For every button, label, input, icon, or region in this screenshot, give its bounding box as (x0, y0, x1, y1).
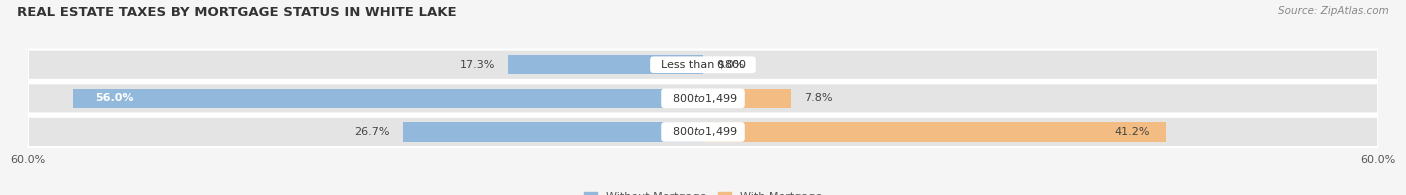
Bar (703, 122, 1167, 142)
Legend: Without Mortgage, With Mortgage: Without Mortgage, With Mortgage (579, 187, 827, 195)
Text: 41.2%: 41.2% (1114, 127, 1150, 137)
Bar (73, 89, 703, 108)
Text: 26.7%: 26.7% (354, 127, 389, 137)
Text: 56.0%: 56.0% (96, 93, 134, 103)
Text: 17.3%: 17.3% (460, 60, 495, 70)
Text: 0.0%: 0.0% (717, 60, 745, 70)
Bar (402, 122, 703, 142)
Text: $800 to $1,499: $800 to $1,499 (665, 92, 741, 105)
Text: REAL ESTATE TAXES BY MORTGAGE STATUS IN WHITE LAKE: REAL ESTATE TAXES BY MORTGAGE STATUS IN … (17, 6, 457, 19)
Text: Less than $800: Less than $800 (654, 60, 752, 70)
Bar (703, 89, 790, 108)
Text: $800 to $1,499: $800 to $1,499 (665, 125, 741, 138)
FancyBboxPatch shape (28, 50, 1378, 80)
Text: Source: ZipAtlas.com: Source: ZipAtlas.com (1278, 6, 1389, 16)
Text: 7.8%: 7.8% (804, 93, 832, 103)
Bar (509, 55, 703, 74)
FancyBboxPatch shape (28, 117, 1378, 147)
FancyBboxPatch shape (28, 83, 1378, 113)
